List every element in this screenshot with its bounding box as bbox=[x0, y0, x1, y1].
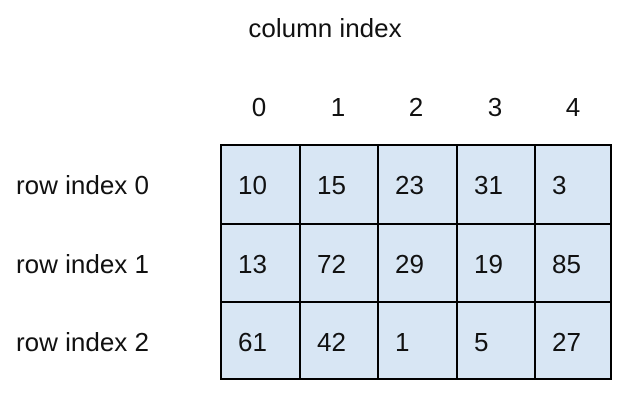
row-divider bbox=[222, 223, 610, 225]
array-cell: 72 bbox=[317, 249, 346, 279]
column-index-title: column index bbox=[248, 13, 402, 43]
column-label-4: 4 bbox=[565, 92, 581, 122]
array-cell: 29 bbox=[395, 249, 424, 279]
array-cell: 31 bbox=[474, 170, 503, 200]
column-label-3: 3 bbox=[487, 92, 503, 122]
array-grid: 10 15 23 31 3 13 72 29 19 85 61 42 1 5 2… bbox=[220, 144, 612, 380]
array-cell: 5 bbox=[474, 327, 489, 357]
column-divider bbox=[377, 146, 379, 378]
column-divider bbox=[456, 146, 458, 378]
array-cell: 23 bbox=[395, 170, 424, 200]
column-divider bbox=[299, 146, 301, 378]
array-cell: 85 bbox=[552, 249, 581, 279]
column-label-1: 1 bbox=[330, 92, 346, 122]
array-cell: 13 bbox=[238, 249, 267, 279]
array-cell: 42 bbox=[317, 327, 346, 357]
row-label-0: row index 0 bbox=[16, 170, 149, 200]
column-divider bbox=[534, 146, 536, 378]
row-label-2: row index 2 bbox=[16, 327, 149, 357]
column-label-0: 0 bbox=[251, 92, 267, 122]
array-cell: 1 bbox=[395, 327, 410, 357]
array-cell: 3 bbox=[552, 170, 567, 200]
row-divider bbox=[222, 301, 610, 303]
array-cell: 61 bbox=[238, 327, 267, 357]
array-cell: 10 bbox=[238, 170, 267, 200]
column-label-2: 2 bbox=[408, 92, 424, 122]
array-cell: 27 bbox=[552, 327, 581, 357]
array-cell: 15 bbox=[317, 170, 346, 200]
row-label-1: row index 1 bbox=[16, 249, 149, 279]
array-cell: 19 bbox=[474, 249, 503, 279]
